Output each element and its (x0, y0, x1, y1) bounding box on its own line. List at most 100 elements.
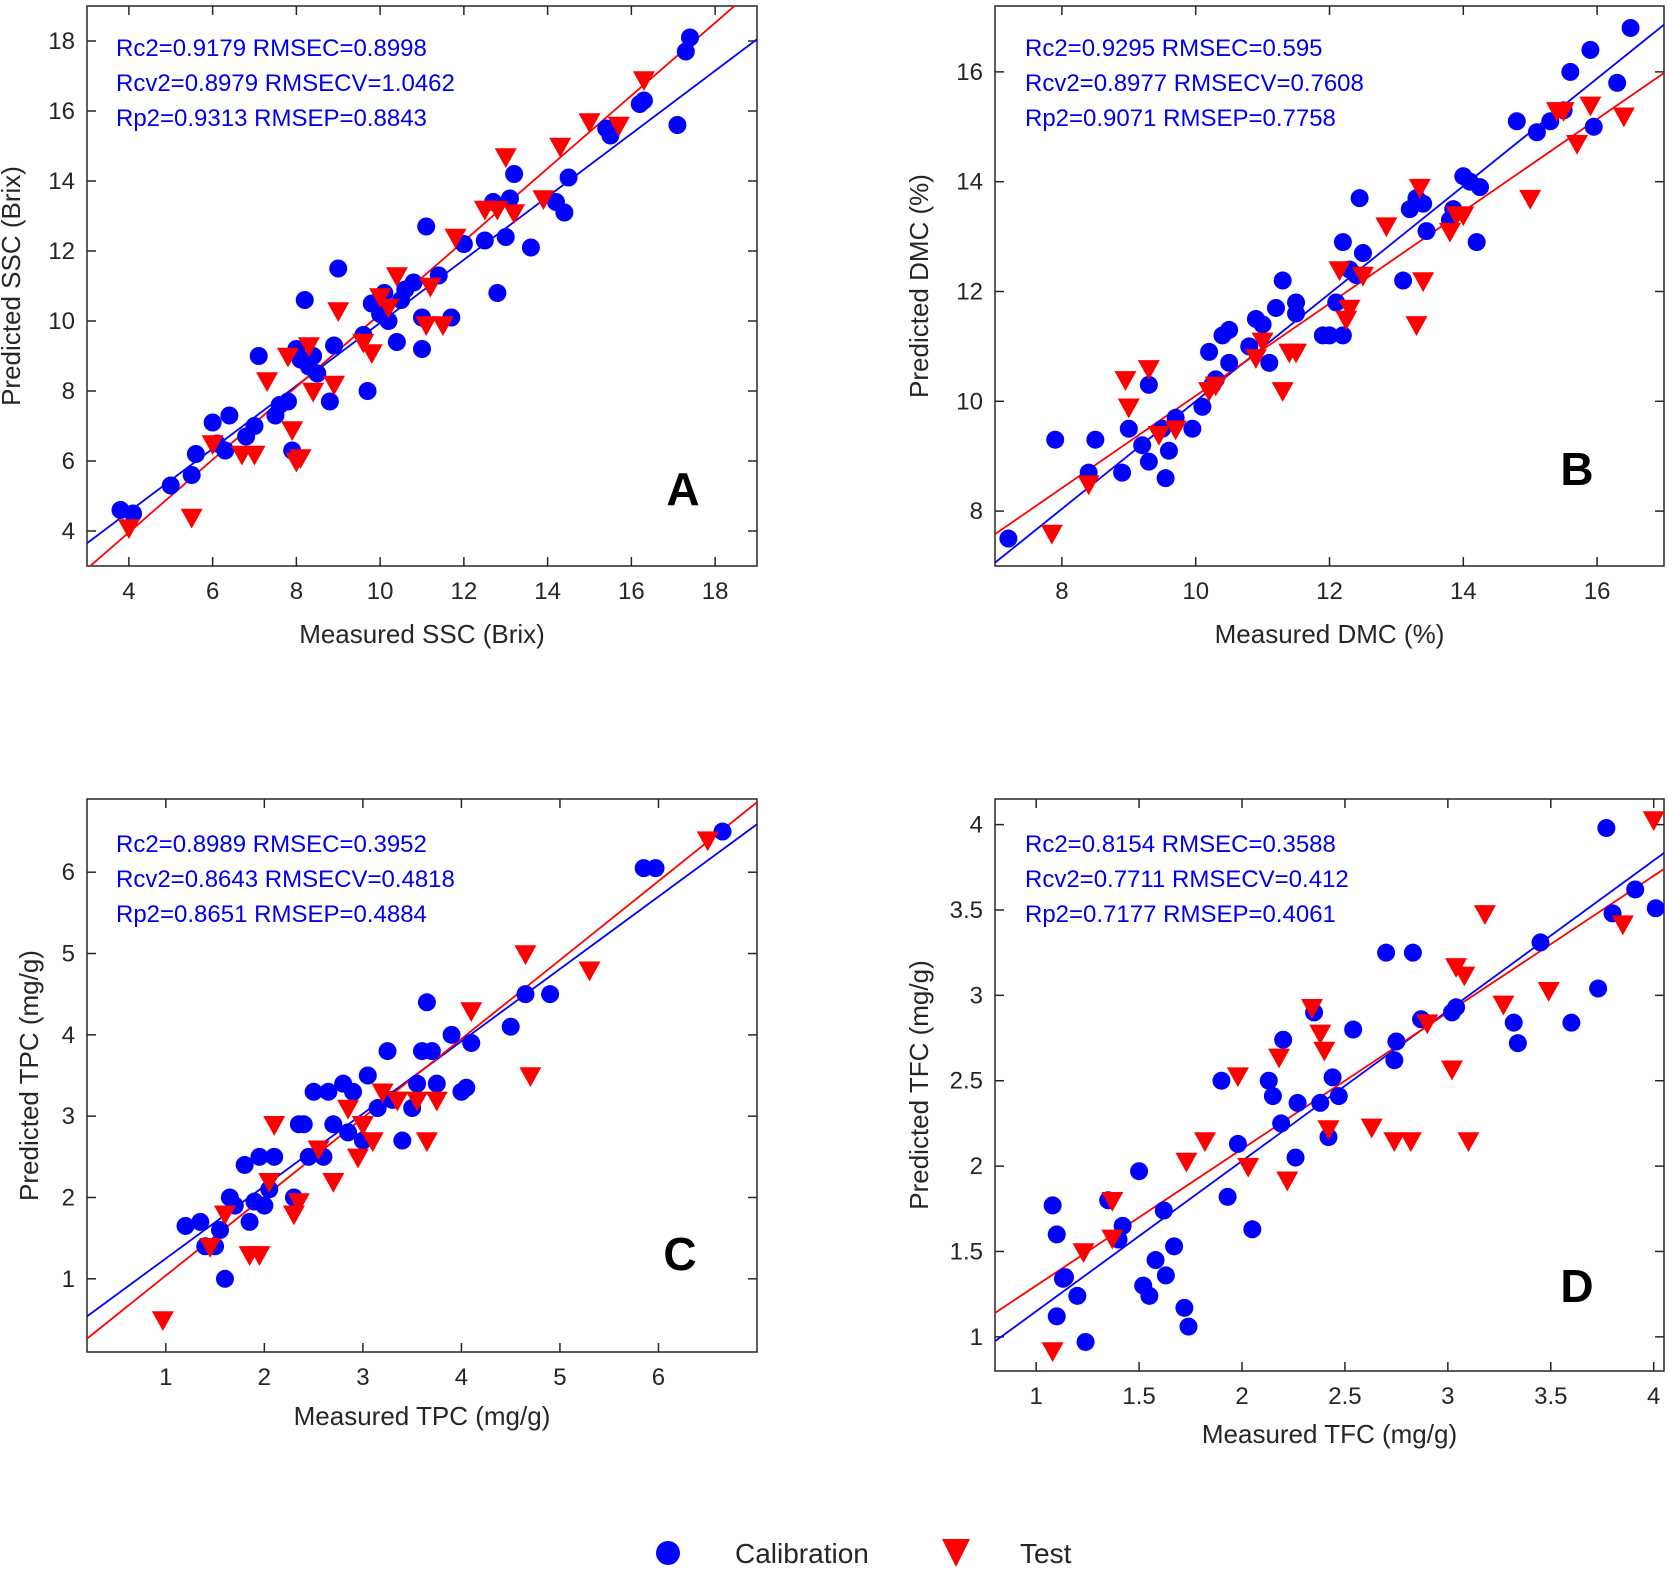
legend-test-label: Test (1020, 1538, 1072, 1569)
panel-b-stats-line: Rc2=0.9295 RMSEC=0.595 (1025, 35, 1323, 62)
panel-b-stats-line: Rp2=0.9071 RMSEP=0.7758 (1025, 105, 1336, 132)
panel-d-x-tick-label: 2 (1235, 1383, 1248, 1410)
panel-c-test-point (514, 945, 537, 966)
panel-d-letter: D (1560, 1260, 1593, 1312)
panel-a-test-point (297, 337, 320, 358)
panel-c-calibration-point (344, 1082, 363, 1101)
panel-b-calibration-point (1507, 112, 1526, 131)
panel-b-calibration-point (1159, 441, 1178, 460)
panel-a-y-tick-label: 14 (48, 168, 75, 195)
panel-d-y-axis-title: Predicted TFC (mg/g) (904, 960, 934, 1209)
panel-d-x-tick-label: 4 (1647, 1383, 1660, 1410)
panel-c-x-tick-label: 6 (652, 1364, 665, 1391)
panel-b-calibration-point (1253, 315, 1272, 334)
panel-a-x-tick-label: 16 (618, 578, 645, 605)
panel-a-calibration-point (279, 392, 297, 411)
panel-b-calibration-point (1156, 469, 1175, 488)
panel-a-stats-line: Rc2=0.9179 RMSEC=0.8998 (116, 35, 427, 62)
panel-a-test-point (180, 508, 203, 529)
panel-a-test-point (277, 347, 299, 368)
panel-d-y-tick-label: 1.5 (950, 1238, 983, 1265)
panel-b-test-point (1271, 382, 1294, 402)
panel-c-calibration-point (339, 1123, 358, 1142)
panel-c-test-point (415, 1132, 438, 1153)
panel-b-test-point (1612, 107, 1635, 128)
panel-d-test-point (1453, 966, 1476, 987)
panel-d-calibration-point (1286, 1148, 1305, 1167)
panel-d-calibration-point (1140, 1286, 1159, 1305)
panel-a-x-tick-label: 8 (290, 578, 303, 605)
panel-c-test-point (258, 1172, 281, 1193)
panel-a-test-point (243, 445, 266, 466)
panel-a-stats-line: Rp2=0.9313 RMSEP=0.8843 (116, 105, 427, 132)
panel-d-calibration-point (1323, 1068, 1342, 1087)
panel-d-calibration-point (1154, 1201, 1173, 1220)
panel-c-calibration-point (368, 1099, 387, 1118)
panel-c-calibration-point (191, 1212, 210, 1231)
panel-b-calibration-point (1327, 293, 1346, 312)
panel-b-calibration-point (1333, 233, 1352, 252)
panel-c-test-point (322, 1172, 345, 1193)
panel-d-calibration-point (1047, 1307, 1066, 1326)
panel-b-test-point (1251, 332, 1274, 353)
panel-d-test-point (1237, 1157, 1260, 1178)
legend-test-marker (942, 1539, 970, 1567)
panel-b-test-point (1137, 360, 1160, 380)
panel-d-test-point (1041, 1342, 1064, 1363)
panel-b-test-point (1204, 376, 1227, 397)
panel-d-calibration-point (1344, 1020, 1363, 1039)
panel-b-test-point (1519, 189, 1542, 210)
panel-c-x-tick-label: 4 (455, 1364, 468, 1391)
panel-b-calibration-point (1119, 419, 1138, 438)
panel-d-calibration-point (1218, 1187, 1237, 1206)
panel-d-test-point (1313, 1041, 1336, 1062)
panel-d-test-point (1473, 905, 1496, 925)
panel-b-test-point (1335, 310, 1358, 331)
panel-b-calibration-point (1584, 117, 1603, 136)
panel-a-y-tick-label: 12 (48, 238, 75, 265)
panel-c-stats-line: Rc2=0.8989 RMSEC=0.3952 (116, 831, 427, 858)
panel-b-calibration-point (1581, 40, 1600, 59)
panel-c-calibration-point (240, 1212, 259, 1231)
panel-a-calibration-point (216, 441, 235, 460)
panel-b-test-point (1164, 420, 1187, 441)
panel-c-test-point (425, 1091, 448, 1112)
panel-c-calibration-point (408, 1074, 427, 1093)
panel-d-calibration-point (1179, 1317, 1198, 1336)
panel-d-test-point (1268, 1048, 1291, 1069)
panel-d-test-point (1101, 1192, 1124, 1212)
panel-a-test-point (431, 316, 454, 337)
panel-b-calibration-point (1260, 353, 1279, 372)
panel-a-x-tick-label: 10 (367, 578, 394, 605)
panel-c-test-point (263, 1116, 286, 1136)
panel-b-test-point (1285, 343, 1308, 364)
panel-d-test-point (1383, 1132, 1406, 1153)
panel-a-test-point (549, 137, 572, 158)
panel-a-calibration-point (555, 203, 574, 222)
panel-d-x-tick-label: 3 (1441, 1383, 1454, 1410)
panel-a-y-tick-label: 10 (48, 308, 75, 335)
panel-c-test-point (287, 1193, 310, 1214)
panel-c-calibration-point (358, 1066, 377, 1085)
panel-b-test-point (1412, 272, 1435, 293)
panel-c-test-point (337, 1099, 360, 1120)
legend-calibration-label: Calibration (735, 1538, 869, 1569)
panel-a-test-point (494, 148, 517, 169)
panel-c-calibration-point (427, 1074, 446, 1093)
panel-d-test-point (1301, 999, 1324, 1019)
panel-a-y-tick-label: 18 (48, 28, 75, 55)
panel-d-calibration-point (1212, 1071, 1231, 1090)
panel-b-calibration-point (1561, 62, 1580, 81)
panel-c-calibration-point (211, 1221, 230, 1240)
panel-c-test-point (346, 1148, 369, 1169)
panel-b-calibration-point (1417, 222, 1436, 241)
panel-c-x-tick-label: 3 (356, 1364, 369, 1391)
panel-d-calibration-point (1156, 1266, 1175, 1285)
panel-b-calibration-point (1113, 463, 1132, 482)
panel-c-test-point (307, 1140, 330, 1161)
panel-b-test-point (1338, 299, 1361, 320)
panel-d-calibration-point (1288, 1093, 1307, 1112)
panel-b-y-tick-label: 12 (956, 278, 983, 305)
panel-a-calibration-point (681, 28, 699, 47)
panel-a-calibration-point (634, 91, 653, 110)
